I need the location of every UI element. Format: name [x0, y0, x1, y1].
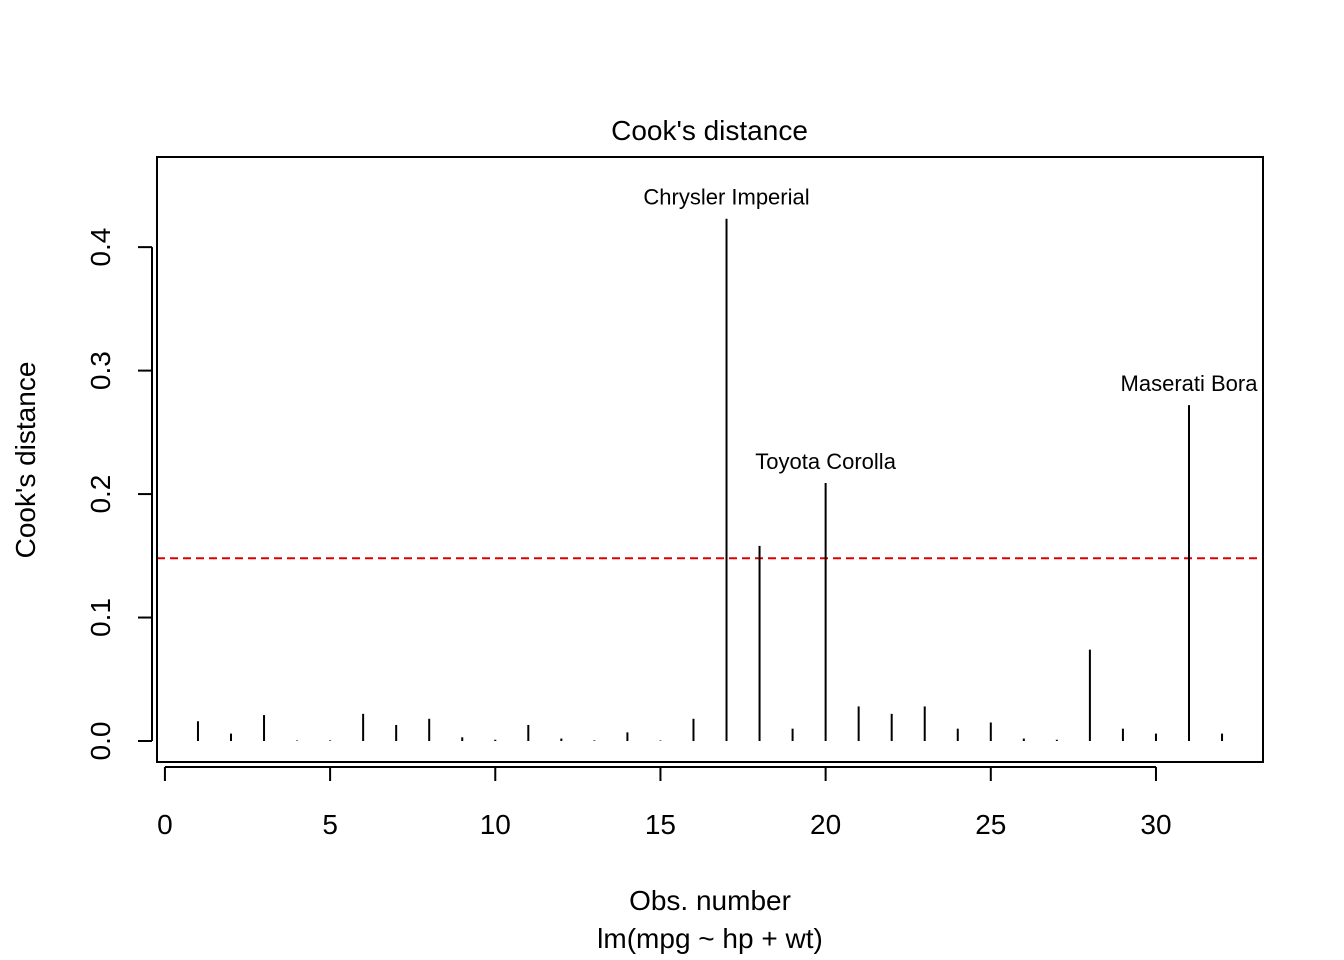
annotation-label: Maserati Bora: [1121, 371, 1259, 396]
x-tick-label: 30: [1140, 809, 1171, 840]
annotation-label: Toyota Corolla: [755, 449, 896, 474]
annotation-label: Chrysler Imperial: [643, 185, 809, 210]
y-tick-label: 0.1: [85, 598, 116, 637]
x-tick-label: 20: [810, 809, 841, 840]
x-tick-label: 25: [975, 809, 1006, 840]
y-tick-label: 0.4: [85, 228, 116, 267]
plot-frame: [156, 156, 1264, 763]
chart-title: Cook's distance: [611, 115, 808, 146]
y-tick-label: 0.0: [85, 722, 116, 761]
x-axis-label: Obs. number: [629, 885, 791, 916]
x-tick-label: 10: [480, 809, 511, 840]
y-tick-label: 0.2: [85, 475, 116, 514]
x-tick-label: 5: [322, 809, 338, 840]
x-tick-label: 0: [157, 809, 173, 840]
x-tick-label: 15: [645, 809, 676, 840]
y-axis-label: Cook's distance: [10, 362, 41, 559]
model-formula-label: lm(mpg ~ hp + wt): [597, 923, 823, 954]
y-tick-label: 0.3: [85, 351, 116, 390]
